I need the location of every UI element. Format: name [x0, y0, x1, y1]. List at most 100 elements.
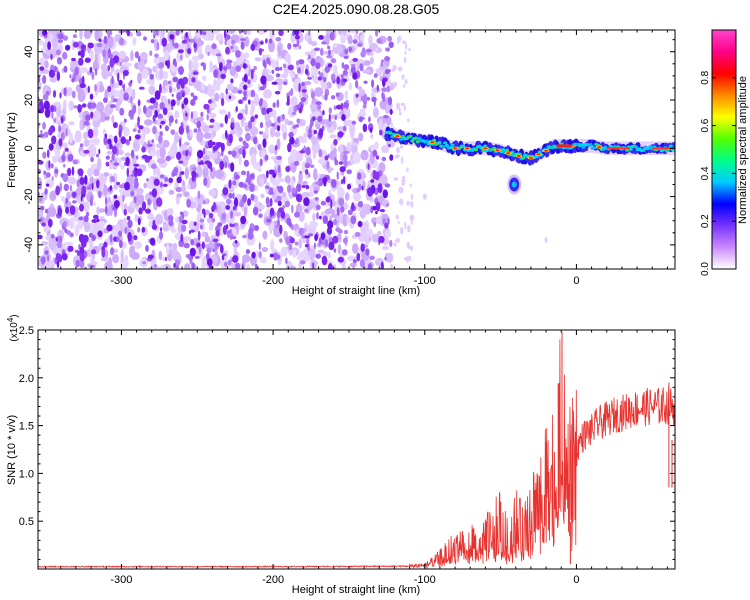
noise-speckle-dark	[225, 88, 228, 95]
noise-speckle-mid	[324, 239, 329, 248]
noise-speckle-edge	[404, 221, 407, 230]
noise-speckle-mid	[308, 54, 311, 59]
noise-speckle-light	[132, 37, 137, 46]
noise-speckle-mid	[307, 132, 313, 139]
ridge-peak-segment	[606, 147, 630, 150]
noise-speckle-dark	[43, 100, 50, 111]
noise-speckle-mid	[183, 242, 190, 249]
noise-speckle-dark	[357, 220, 363, 228]
noise-speckle-dark	[98, 38, 102, 42]
noise-speckle-dark	[177, 49, 184, 54]
noise-speckle-mid	[38, 75, 41, 84]
noise-speckle-mid	[305, 146, 311, 156]
noise-speckle-edge	[395, 154, 400, 158]
noise-speckle-light	[250, 153, 257, 166]
noise-speckle-dark	[224, 114, 228, 124]
noise-speckle-edge	[393, 177, 399, 181]
noise-speckle-mid	[146, 178, 149, 182]
noise-speckle-edge	[396, 237, 400, 243]
noise-speckle-light	[378, 174, 388, 186]
noise-speckle-edge	[398, 108, 401, 112]
noise-speckle-dark	[206, 258, 213, 267]
noise-speckle-dark	[56, 71, 61, 82]
noise-speckle-light	[264, 125, 269, 136]
noise-speckle-mid	[386, 85, 391, 93]
noise-speckle-mid	[124, 92, 129, 98]
noise-speckle-light	[348, 82, 352, 91]
ridge-hotspot-peak	[506, 152, 511, 155]
noise-speckle-mid	[334, 114, 338, 121]
noise-speckle-dark	[51, 135, 57, 145]
noise-speckle-mid	[62, 35, 68, 41]
noise-speckle-dark	[274, 90, 281, 95]
noise-speckle-edge	[400, 226, 404, 235]
noise-speckle-mid	[338, 197, 345, 207]
noise-speckle-mid	[253, 225, 260, 231]
noise-speckle-mid	[94, 67, 98, 76]
noise-speckle-mid	[159, 174, 165, 179]
noise-speckle-mid	[286, 184, 292, 193]
noise-speckle-mid	[213, 69, 219, 78]
noise-speckle-edge	[393, 242, 397, 247]
ridge-hotspot-peak	[453, 147, 458, 150]
stray-speckle	[544, 237, 548, 244]
noise-speckle-mid	[265, 196, 270, 205]
ridge-core	[415, 140, 420, 144]
noise-speckle-dark	[321, 255, 328, 266]
snr-y-ticks: 0.5 1.0 1.5 2.0 2.5	[19, 325, 675, 560]
noise-speckle-dark	[80, 48, 85, 59]
noise-speckle-light	[379, 99, 388, 110]
noise-speckle-mid	[122, 194, 125, 202]
noise-speckle-mid	[276, 155, 283, 160]
noise-speckle-mid	[63, 87, 67, 97]
noise-speckle-mid	[245, 132, 251, 142]
noise-speckle-dark	[212, 145, 218, 152]
noise-speckle-light	[356, 59, 365, 65]
noise-speckle-edge	[401, 179, 406, 183]
noise-speckle-dark	[235, 106, 238, 112]
noise-speckle-mid	[309, 123, 313, 129]
noise-speckle-mid	[358, 116, 363, 123]
noise-speckle-dark	[220, 98, 225, 107]
noise-speckle-dark	[148, 155, 153, 160]
noise-speckle-dark	[203, 103, 210, 110]
noise-speckle-light	[124, 152, 131, 157]
noise-speckle-mid	[330, 95, 336, 100]
noise-speckle-light	[56, 107, 62, 118]
noise-speckle-mid	[118, 184, 125, 189]
noise-speckle-light	[254, 57, 262, 62]
noise-speckle-mid	[150, 39, 155, 44]
noise-speckle-dark	[181, 39, 188, 44]
x-tick-label: -100	[414, 275, 436, 287]
noise-speckle-light	[162, 223, 169, 232]
noise-speckle-mid	[253, 136, 258, 145]
noise-speckle-light	[49, 76, 58, 83]
noise-speckle-dark	[133, 163, 140, 167]
noise-speckle-mid	[293, 160, 300, 167]
noise-speckle-mid	[104, 116, 110, 120]
noise-speckle-light	[164, 50, 169, 61]
noise-speckle-light	[359, 108, 366, 114]
noise-speckle-light	[97, 52, 101, 65]
noise-speckle-mid	[388, 41, 394, 49]
noise-speckle-edge	[404, 78, 408, 85]
noise-speckle-mid	[90, 156, 94, 163]
noise-speckle-dark	[90, 111, 94, 119]
noise-speckle-mid	[57, 33, 61, 40]
noise-speckle-light	[284, 175, 291, 184]
noise-speckle-light	[52, 157, 57, 163]
noise-speckle-light	[378, 162, 386, 173]
noise-speckle-dark	[159, 83, 162, 94]
noise-speckle-dark	[133, 235, 138, 241]
stray-speckle	[422, 193, 427, 200]
noise-speckle-light	[156, 56, 166, 64]
noise-speckle-mid	[202, 31, 207, 36]
noise-speckle-edge	[410, 200, 414, 208]
noise-speckle-mid	[78, 216, 84, 221]
noise-speckle-light	[257, 83, 261, 93]
noise-speckle-mid	[159, 182, 163, 188]
noise-speckle-dark	[208, 265, 214, 269]
noise-speckle-mid	[79, 143, 84, 148]
noise-speckle-dark	[285, 165, 291, 173]
noise-speckle-mid	[276, 99, 280, 109]
